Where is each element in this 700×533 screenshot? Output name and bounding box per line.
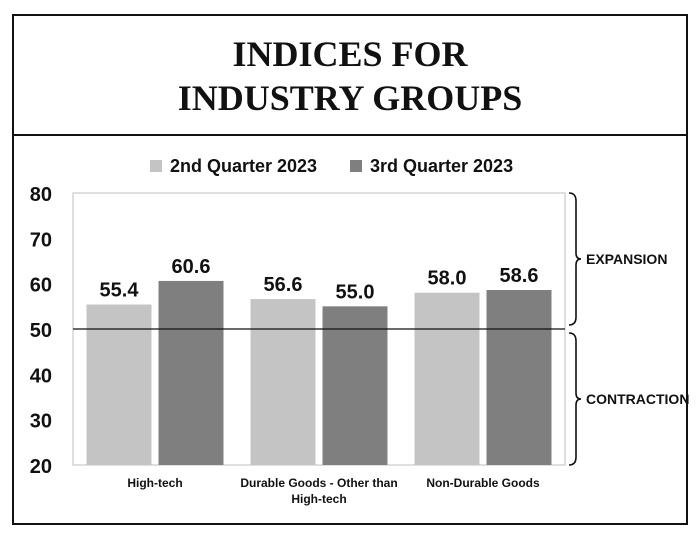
category-label-0: High-tech	[127, 476, 182, 490]
y-tick-label-1: 30	[30, 411, 52, 433]
bar-0-0	[86, 304, 152, 465]
bar-2-0	[414, 292, 480, 465]
y-tick-label-5: 70	[30, 229, 52, 251]
category-label-2: Non-Durable Goods	[426, 476, 540, 490]
category-label-1: Durable Goods - Other than	[240, 476, 397, 490]
legend-label-1: 3rd Quarter 2023	[370, 156, 513, 176]
band-label-contraction: CONTRACTION	[586, 391, 689, 407]
data-label-1-1: 55.0	[336, 281, 375, 303]
legend-swatch-1	[350, 160, 362, 172]
data-label-0-1: 60.6	[172, 256, 211, 278]
bar-1-0	[250, 299, 316, 465]
data-label-2-1: 58.6	[500, 265, 539, 287]
chart-title-line-2: INDUSTRY GROUPS	[177, 78, 523, 118]
y-tick-label-0: 20	[30, 456, 52, 478]
bar-1-1	[322, 306, 388, 465]
chart-frame: INDICES FOR INDUSTRY GROUPS	[12, 14, 688, 525]
chart-title-line-1: INDICES FOR	[232, 34, 468, 74]
y-tick-label-3: 50	[30, 320, 52, 342]
data-label-0-0: 55.4	[100, 280, 140, 302]
chart-title: INDICES FOR INDUSTRY GROUPS	[14, 16, 686, 136]
band-label-expansion: EXPANSION	[586, 251, 667, 267]
brace-expansion	[568, 192, 582, 326]
data-label-1-0: 56.6	[264, 274, 303, 296]
y-tick-label-4: 60	[30, 275, 52, 297]
brace-contraction	[568, 332, 582, 466]
bar-0-1	[158, 280, 224, 465]
data-label-2-0: 58.0	[428, 268, 467, 290]
y-tick-label-6: 80	[30, 184, 52, 206]
bar-2-1	[486, 290, 552, 465]
y-tick-label-2: 40	[30, 365, 52, 387]
legend-swatch-0	[150, 160, 162, 172]
legend-label-0: 2nd Quarter 2023	[170, 156, 317, 176]
category-label-1-line-1: High-tech	[291, 492, 346, 506]
